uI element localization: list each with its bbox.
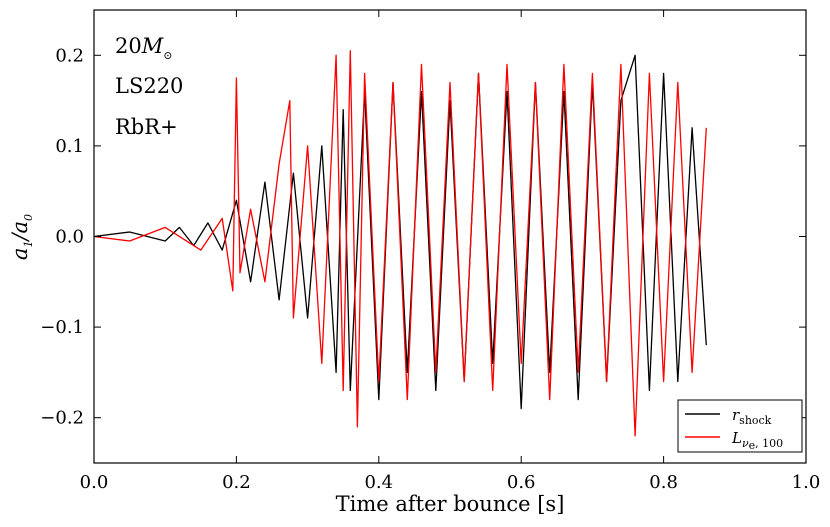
series-line-lnue — [93, 50, 707, 437]
legend: rshock Lνe, 100 — [677, 399, 803, 453]
x-tick-label: 0.8 — [649, 472, 678, 493]
x-tick-label: 0.4 — [364, 472, 393, 493]
y-tick-label: 0.1 — [55, 136, 84, 157]
x-tick-label: 0.2 — [222, 472, 251, 493]
series-layer — [93, 50, 707, 437]
x-axis-title: Time after bounce [s] — [336, 492, 565, 516]
x-tick-label: 0.0 — [80, 472, 109, 493]
annotation-mass: 20M⊙ — [115, 34, 172, 62]
y-axis-title: a1/a0 — [8, 214, 35, 260]
annotation-model: RbR+ — [115, 115, 178, 139]
legend-label-lnue: Lνe, 100 — [731, 429, 783, 452]
x-tick-label: 0.6 — [507, 472, 536, 493]
legend-label-rshock: rshock — [732, 406, 772, 427]
y-tick-label: 0.0 — [55, 227, 84, 248]
legend-box — [677, 399, 803, 453]
ticks-layer: 0.0 0.2 0.4 0.6 0.8 1.0 −0.2 −0.1 0.0 0.1 0.2 — [40, 10, 820, 493]
y-tick-label: −0.1 — [40, 317, 84, 338]
annotation-eos: LS220 — [115, 74, 183, 98]
y-tick-label: −0.2 — [40, 408, 84, 429]
x-tick-label: 1.0 — [792, 472, 821, 493]
y-tick-label: 0.2 — [55, 45, 84, 66]
